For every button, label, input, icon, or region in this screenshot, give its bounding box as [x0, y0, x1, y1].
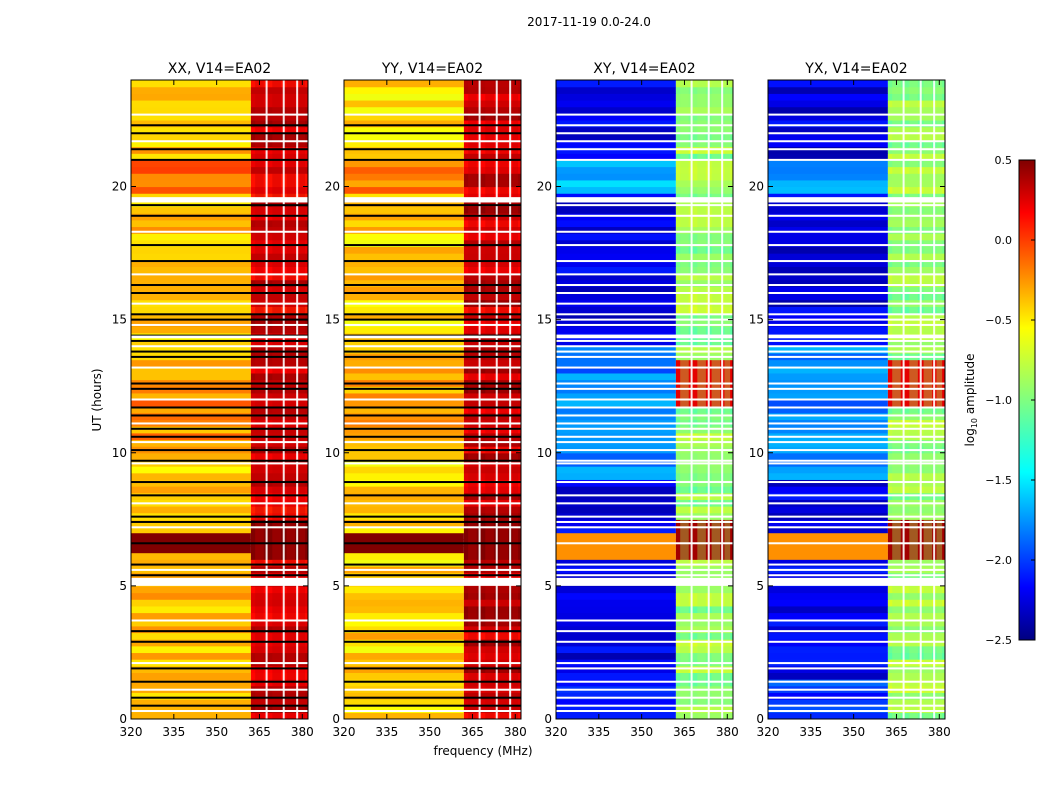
figure-title: 2017-11-19 0.0-24.0 [527, 15, 651, 29]
y-tick-label: 15 [112, 313, 127, 327]
y-tick-label: 0 [119, 712, 127, 726]
colorbar-tick-label: −1.5 [985, 474, 1012, 487]
y-tick-label: 5 [756, 579, 764, 593]
y-tick-label: 0 [544, 712, 552, 726]
colorbar-tick-label: 0.5 [995, 154, 1013, 167]
y-tick-label: 0 [756, 712, 764, 726]
y-axis-label: UT (hours) [90, 368, 104, 431]
x-tick-label: 350 [630, 725, 653, 739]
y-tick-label: 10 [112, 446, 127, 460]
x-tick-label: 350 [418, 725, 441, 739]
colorbar-label: log10 amplitude [963, 354, 979, 447]
colorbar-tick-label: −0.5 [985, 314, 1012, 327]
x-tick-label: 320 [545, 725, 568, 739]
y-tick-label: 20 [112, 180, 127, 194]
y-tick-label: 15 [325, 313, 340, 327]
heatmap-cells [768, 80, 945, 719]
x-tick-label: 380 [716, 725, 739, 739]
x-tick-label: 365 [885, 725, 908, 739]
x-tick-label: 320 [120, 725, 143, 739]
colorbar: 0.5 0.0 −0.5 −1.0 −1.5 −2.0 −2.5 log10 amplitu… [963, 154, 1036, 647]
x-tick-label: 335 [587, 725, 610, 739]
panel-yx: YX, V14=EA02 320 335 350 365 380 0 5 10 15 20 [749, 61, 951, 739]
y-tick-label: 10 [749, 446, 764, 460]
x-tick-label: 365 [248, 725, 271, 739]
panel-yy: YY, V14=EA02 320 335 350 365 380 0 5 10 15 20 [325, 61, 527, 739]
y-tick-label: 20 [749, 180, 764, 194]
heatmap-cells [131, 80, 308, 719]
colorbar-tick-label: −1.0 [985, 394, 1012, 407]
y-tick-label: 10 [325, 446, 340, 460]
x-tick-label: 350 [842, 725, 865, 739]
panel-title: XY, V14=EA02 [593, 61, 695, 77]
x-tick-label: 380 [928, 725, 951, 739]
panel-title: YY, V14=EA02 [381, 61, 483, 77]
y-tick-label: 0 [332, 712, 340, 726]
y-tick-label: 15 [749, 313, 764, 327]
x-tick-label: 365 [461, 725, 484, 739]
panel-xx: XX, V14=EA02 320 335 350 365 380 0 5 10 15 20 [112, 61, 314, 739]
x-tick-label: 335 [162, 725, 185, 739]
colorbar-tick-label: −2.0 [985, 554, 1012, 567]
colorbar-tick-label: 0.0 [995, 234, 1013, 247]
panel-title: XX, V14=EA02 [168, 61, 271, 77]
x-tick-label: 350 [205, 725, 228, 739]
y-tick-label: 20 [325, 180, 340, 194]
panel-title: YX, V14=EA02 [804, 61, 907, 77]
x-tick-label: 365 [673, 725, 696, 739]
colorbar-ticks: 0.5 0.0 −0.5 −1.0 −1.5 −2.0 −2.5 [985, 154, 1035, 647]
y-tick-label: 5 [119, 579, 127, 593]
x-tick-label: 320 [333, 725, 356, 739]
panel-xy: XY, V14=EA02 320 335 350 365 380 0 5 10 15 20 [537, 61, 739, 739]
y-tick-label: 15 [537, 313, 552, 327]
x-tick-label: 335 [799, 725, 822, 739]
x-tick-label: 380 [291, 725, 314, 739]
colorbar-tick-label: −2.5 [985, 634, 1012, 647]
y-tick-label: 5 [544, 579, 552, 593]
x-tick-label: 320 [757, 725, 780, 739]
x-tick-label: 335 [375, 725, 398, 739]
x-axis-label: frequency (MHz) [433, 744, 532, 758]
y-tick-label: 10 [537, 446, 552, 460]
y-tick-label: 20 [537, 180, 552, 194]
heatmap-cells [344, 80, 521, 719]
y-tick-label: 5 [332, 579, 340, 593]
x-tick-label: 380 [504, 725, 527, 739]
heatmap-cells [556, 80, 733, 719]
